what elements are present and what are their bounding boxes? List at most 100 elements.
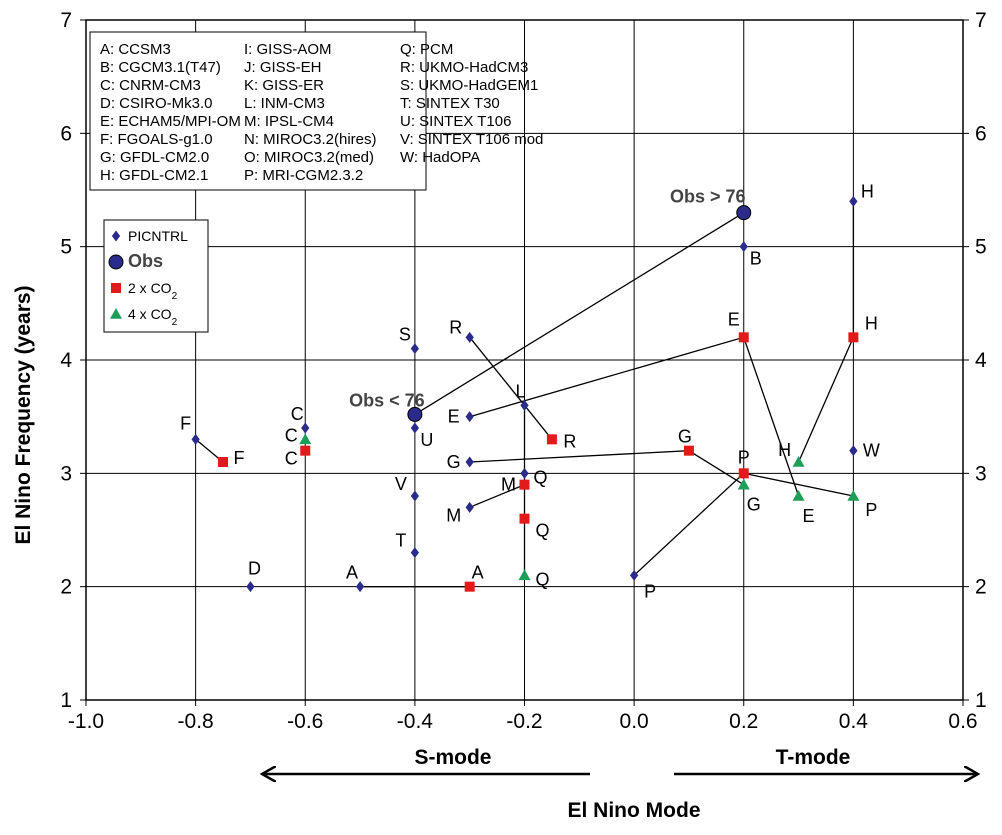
- point-label: C: [291, 404, 304, 424]
- point-label: B: [750, 249, 762, 269]
- point-diamond: [465, 411, 474, 423]
- point-label: F: [180, 413, 191, 433]
- point-diamond: [246, 581, 255, 593]
- y-tick-label-right: 4: [975, 349, 987, 372]
- point-label: E: [448, 407, 460, 427]
- point-label: C: [285, 449, 298, 469]
- model-legend-entry: U: SINTEX T106: [400, 113, 511, 130]
- point-label: E: [803, 506, 815, 526]
- t-mode-label: T-mode: [776, 746, 851, 769]
- point-square: [738, 468, 749, 479]
- model-legend-entry: C: CNRM-CM3: [100, 77, 201, 94]
- model-legend-entry: E: ECHAM5/MPI-OM: [100, 113, 241, 130]
- y-tick-label-left: 7: [60, 9, 72, 32]
- y-tick-label-right: 6: [975, 122, 987, 145]
- x-tick-label: -0.4: [397, 710, 434, 733]
- y-tick-label-left: 2: [60, 576, 72, 599]
- point-diamond: [520, 467, 529, 479]
- point-label: H: [865, 313, 878, 333]
- point-label: Q: [533, 467, 547, 487]
- data-points: [191, 195, 860, 593]
- point-diamond: [191, 433, 200, 445]
- model-legend-entry: P: MRI-CGM2.3.2: [244, 167, 363, 184]
- point-label: C: [285, 425, 298, 445]
- point-label: H: [861, 181, 874, 201]
- point-triangle: [737, 478, 750, 490]
- point-square: [218, 457, 229, 467]
- model-legend-entry: F: FGOALS-g1.0: [100, 131, 213, 148]
- x-tick-label: 0.0: [620, 710, 649, 733]
- point-label: V: [395, 474, 407, 494]
- point-label: Q: [535, 569, 549, 589]
- s-mode-label: S-mode: [414, 746, 491, 769]
- legend-marker-picntrl: [111, 230, 121, 242]
- point-label: A: [472, 563, 484, 583]
- model-legend-entry: S: UKMO-HadGEM1: [400, 77, 538, 94]
- point-square: [546, 434, 557, 445]
- x-tick-label: 0.6: [948, 710, 977, 733]
- point-square: [683, 445, 694, 456]
- point-triangle: [299, 433, 312, 445]
- model-legend-entry: D: CSIRO-Mk3.0: [100, 95, 213, 112]
- point-diamond: [410, 490, 419, 502]
- y-tick-label-right: 3: [975, 462, 987, 485]
- model-legend-entry: V: SINTEX T106 mod: [400, 131, 543, 148]
- point-label: U: [420, 430, 433, 450]
- model-legend-entry: G: GFDL-CM2.0: [100, 149, 209, 166]
- legend-marker-co2x4: [110, 308, 122, 319]
- point-label: W: [863, 441, 880, 461]
- point-square: [519, 513, 530, 524]
- point-circle: [736, 205, 752, 221]
- point-triangle: [792, 490, 805, 501]
- model-legend-entry: N: MIROC3.2(hires): [244, 131, 377, 148]
- connector-line: [414, 212, 745, 415]
- model-legend-entry: B: CGCM3.1(T47): [100, 59, 221, 76]
- point-label: G: [678, 427, 692, 447]
- point-square: [464, 581, 475, 592]
- point-diamond: [739, 241, 748, 253]
- point-diamond: [301, 422, 310, 434]
- axis-tick-labels: 1 1 2 2 3 3 4 4 5 5 6 6 7 7 -1.0 -0.8 -0.6 -0.4 -0.2 0.0 0.2…: [60, 9, 987, 733]
- point-square: [300, 445, 311, 456]
- model-legend-entry: W: HadOPA: [400, 149, 480, 166]
- model-legend-entry: M: IPSL-CM4: [244, 113, 334, 130]
- point-label: M: [501, 475, 516, 495]
- obs-label: Obs > 76: [670, 187, 746, 207]
- y-tick-label-left: 6: [60, 122, 72, 145]
- point-label: D: [248, 559, 261, 579]
- point-label: G: [747, 495, 761, 515]
- point-label: Q: [535, 521, 549, 541]
- x-tick-label: -0.2: [506, 710, 542, 733]
- plot-area-frame: [85, 19, 964, 701]
- point-diamond: [465, 331, 474, 343]
- point-triangle: [792, 456, 805, 467]
- model-legend-entry: I: GISS-AOM: [244, 41, 332, 58]
- model-legend-entry: O: MIROC3.2(med): [244, 149, 374, 166]
- y-tick-label-left: 1: [60, 689, 72, 712]
- t-mode-arrow: T-mode: [674, 746, 978, 774]
- point-label: P: [644, 581, 656, 601]
- y-tick-label-right: 1: [975, 689, 987, 712]
- point-square: [738, 332, 749, 343]
- point-diamond: [465, 501, 474, 513]
- point-label: L: [515, 381, 525, 401]
- point-label: F: [234, 448, 245, 468]
- point-diamond: [849, 195, 858, 207]
- y-tick-label-right: 2: [975, 576, 987, 599]
- legend-label-obs: Obs: [128, 251, 163, 271]
- s-mode-arrow: S-mode: [262, 746, 590, 774]
- x-tick-label: -0.8: [178, 710, 214, 733]
- model-legend-entry: R: UKMO-HadCM3: [400, 59, 528, 76]
- model-legend-entry: L: INM-CM3: [244, 95, 325, 112]
- point-circle: [407, 406, 423, 422]
- point-label: M: [446, 505, 461, 525]
- x-tick-label: -0.6: [287, 710, 323, 733]
- y-tick-label-left: 3: [60, 462, 72, 485]
- point-label: E: [728, 309, 740, 329]
- x-tick-label: 0.2: [729, 710, 758, 733]
- point-label: P: [865, 500, 877, 520]
- x-tick-label: 0.4: [839, 710, 869, 733]
- point-label: H: [778, 440, 791, 460]
- point-triangle: [518, 569, 531, 581]
